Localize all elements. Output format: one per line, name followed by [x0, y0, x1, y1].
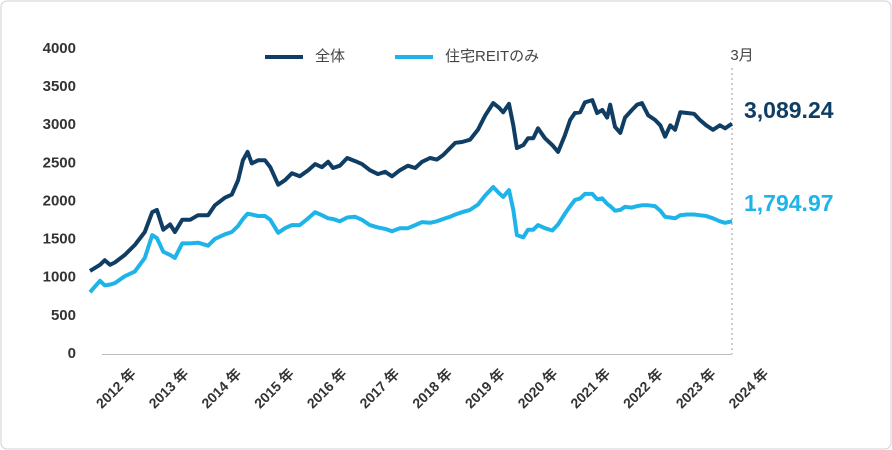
series-line: [88, 98, 734, 273]
end-label: 3,089.24: [744, 97, 834, 123]
series-line: [88, 185, 733, 294]
legend-label: 住宅REITのみ: [445, 48, 539, 65]
y-tick-label: 500: [51, 307, 76, 324]
legend-label: 全体: [315, 47, 345, 65]
y-tick-label: 2500: [43, 154, 76, 171]
y-tick-label: 2000: [43, 192, 76, 209]
y-tick-label: 4000: [43, 40, 76, 57]
end-label: 1,794.97: [744, 190, 834, 216]
annotation: 3月: [730, 47, 753, 64]
y-tick-label: 3000: [43, 116, 76, 133]
y-tick-label: 1500: [43, 231, 76, 248]
y-tick-label: 3500: [43, 78, 76, 95]
y-tick-label: 0: [68, 345, 76, 362]
y-tick-label: 1000: [43, 269, 76, 286]
